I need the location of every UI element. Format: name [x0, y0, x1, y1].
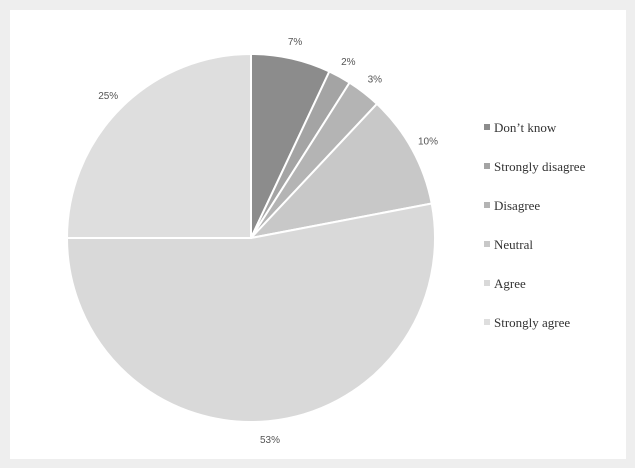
legend-swatch-strongly-disagree: [484, 163, 490, 169]
legend-label-strongly-disagree: Strongly disagree: [494, 159, 586, 174]
data-label-don-t-know: 7%: [288, 37, 303, 48]
pie-slices: [65, 52, 436, 424]
legend-swatch-agree: [484, 280, 490, 286]
legend-swatch-disagree: [484, 202, 490, 208]
data-label-strongly-agree: 25%: [98, 91, 118, 102]
pie-slice-strongly-agree: [65, 52, 252, 239]
legend-label-disagree: Disagree: [494, 198, 540, 213]
data-label-neutral: 10%: [418, 137, 438, 148]
legend-swatch-strongly-agree: [484, 319, 490, 325]
pie-data-labels: 7% 2% 3% 10% 53% 25%: [98, 37, 438, 446]
pie-slice-agree: [65, 202, 436, 424]
legend-swatch-don-t-know: [484, 124, 490, 130]
legend: Don’t know Strongly disagree Disagree Neutr…: [484, 120, 586, 330]
legend-label-don-t-know: Don’t know: [494, 120, 557, 135]
legend-label-strongly-agree: Strongly agree: [494, 315, 570, 330]
pie-slice-neutral: [248, 102, 433, 240]
legend-swatch-neutral: [484, 241, 490, 247]
data-label-agree: 53%: [260, 435, 280, 446]
data-label-disagree: 3%: [368, 74, 383, 85]
legend-label-neutral: Neutral: [494, 237, 533, 252]
legend-label-agree: Agree: [494, 276, 526, 291]
data-label-strongly-disagree: 2%: [341, 57, 356, 68]
